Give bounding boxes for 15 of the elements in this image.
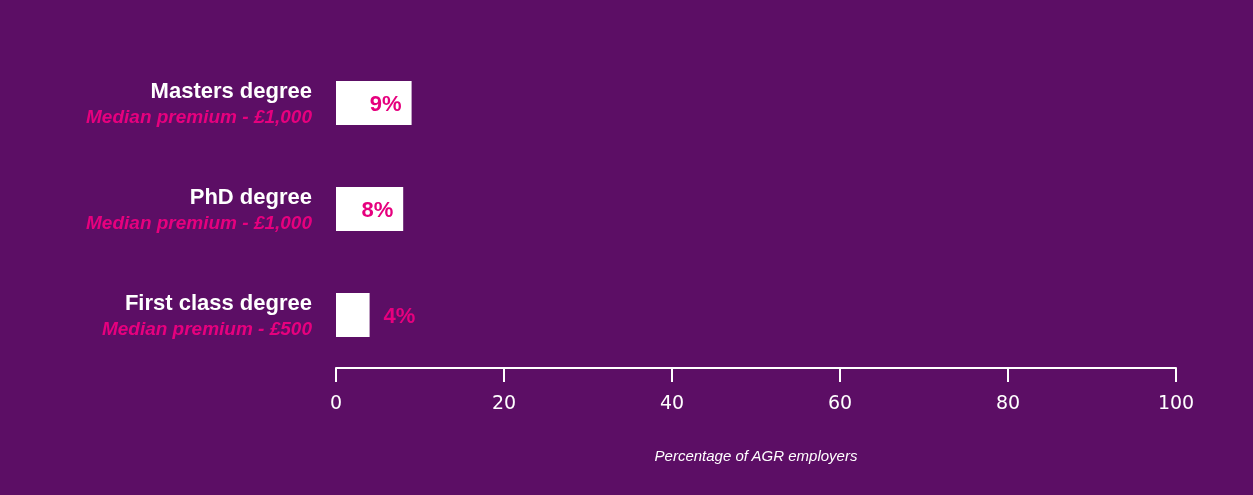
x-tick-label: 100	[1157, 390, 1195, 413]
y-tick-label: First class degree Median premium - £500	[101, 289, 313, 339]
data-label: 9%	[369, 90, 402, 116]
x-tick-label: 60	[827, 390, 853, 413]
x-tick-label: 40	[659, 390, 685, 413]
x-tick-label: 80	[995, 390, 1021, 413]
y-tick-label: PhD degree Median premium - £1,000	[86, 183, 313, 233]
x-axis-title: Percentage of AGR employers	[654, 447, 858, 464]
bar	[336, 293, 370, 337]
bar	[336, 81, 412, 125]
data-label: 8%	[361, 196, 394, 222]
x-tick-label: 20	[491, 390, 517, 413]
y-tick-label: Masters degree Median premium - £1,000	[86, 77, 313, 127]
data-label: 4%	[383, 302, 416, 328]
x-tick-label: 0	[329, 390, 343, 413]
